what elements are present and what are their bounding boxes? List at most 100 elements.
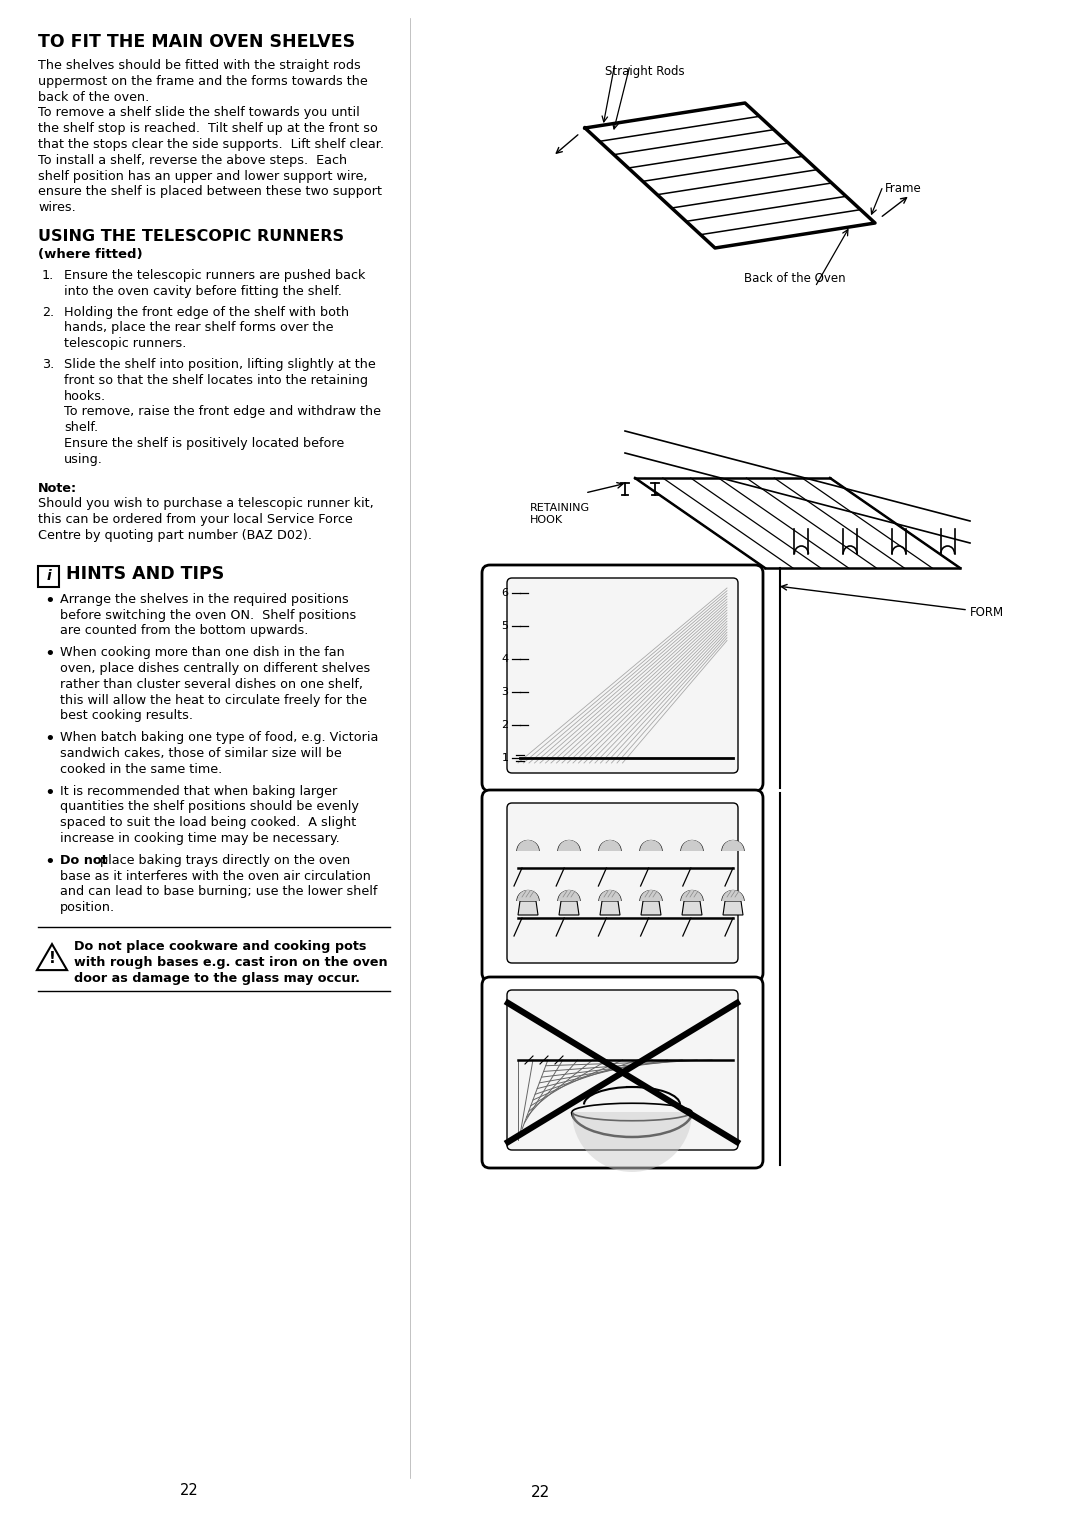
Text: shelf.: shelf. (64, 422, 98, 434)
Text: oven, place dishes centrally on different shelves: oven, place dishes centrally on differen… (60, 662, 370, 675)
Text: •: • (44, 591, 55, 610)
Wedge shape (723, 840, 744, 851)
Text: 6: 6 (501, 588, 509, 597)
Text: To remove a shelf slide the shelf towards you until: To remove a shelf slide the shelf toward… (38, 107, 360, 119)
Text: Frame: Frame (885, 182, 921, 194)
Text: •: • (44, 730, 55, 749)
Wedge shape (640, 840, 662, 851)
FancyBboxPatch shape (507, 990, 738, 1151)
Text: FORM: FORM (970, 607, 1004, 619)
Text: When batch baking one type of food, e.g. Victoria: When batch baking one type of food, e.g.… (60, 732, 378, 744)
Wedge shape (517, 889, 539, 902)
Text: this can be ordered from your local Service Force: this can be ordered from your local Serv… (38, 513, 353, 526)
Text: base as it interferes with the oven air circulation: base as it interferes with the oven air … (60, 869, 370, 883)
Text: When cooking more than one dish in the fan: When cooking more than one dish in the f… (60, 646, 345, 659)
Wedge shape (599, 889, 621, 902)
Wedge shape (640, 889, 662, 902)
Text: quantities the shelf positions should be evenly: quantities the shelf positions should be… (60, 801, 359, 813)
Text: 22: 22 (180, 1484, 199, 1497)
Text: the shelf stop is reached.  Tilt shelf up at the front so: the shelf stop is reached. Tilt shelf up… (38, 122, 378, 134)
Text: and can lead to base burning; use the lower shelf: and can lead to base burning; use the lo… (60, 885, 377, 898)
Text: wires.: wires. (38, 202, 76, 214)
Text: using.: using. (64, 452, 103, 466)
Text: Straight Rods: Straight Rods (605, 66, 685, 78)
Text: Note:: Note: (38, 481, 77, 495)
Polygon shape (600, 902, 620, 915)
Text: with rough bases e.g. cast iron on the oven: with rough bases e.g. cast iron on the o… (75, 957, 388, 969)
Text: 22: 22 (530, 1485, 550, 1500)
FancyBboxPatch shape (482, 565, 762, 792)
Text: •: • (44, 853, 55, 871)
Text: 2: 2 (501, 720, 509, 730)
Text: into the oven cavity before fitting the shelf.: into the oven cavity before fitting the … (64, 284, 342, 298)
FancyBboxPatch shape (507, 578, 738, 773)
Polygon shape (559, 902, 579, 915)
Text: !: ! (49, 950, 55, 966)
Text: uppermost on the frame and the forms towards the: uppermost on the frame and the forms tow… (38, 75, 368, 87)
Text: ensure the shelf is placed between these two support: ensure the shelf is placed between these… (38, 185, 382, 199)
Text: this will allow the heat to circulate freely for the: this will allow the heat to circulate fr… (60, 694, 367, 706)
Text: sandwich cakes, those of similar size will be: sandwich cakes, those of similar size wi… (60, 747, 341, 759)
Text: spaced to suit the load being cooked.  A slight: spaced to suit the load being cooked. A … (60, 816, 356, 830)
Text: Should you wish to purchase a telescopic runner kit,: Should you wish to purchase a telescopic… (38, 498, 374, 510)
Text: door as damage to the glass may occur.: door as damage to the glass may occur. (75, 972, 360, 984)
FancyBboxPatch shape (507, 804, 738, 963)
Text: RETAINING
HOOK: RETAINING HOOK (530, 503, 590, 524)
Text: The shelves should be fitted with the straight rods: The shelves should be fitted with the st… (38, 60, 361, 72)
Text: rather than cluster several dishes on one shelf,: rather than cluster several dishes on on… (60, 678, 363, 691)
Text: Back of the Oven: Back of the Oven (744, 272, 846, 286)
Text: Do not: Do not (60, 854, 112, 866)
Polygon shape (518, 902, 538, 915)
Text: position.: position. (60, 902, 116, 914)
Text: shelf position has an upper and lower support wire,: shelf position has an upper and lower su… (38, 170, 367, 183)
Wedge shape (572, 1112, 692, 1172)
Wedge shape (517, 840, 539, 851)
Wedge shape (599, 840, 621, 851)
Text: It is recommended that when baking larger: It is recommended that when baking large… (60, 784, 337, 798)
Text: best cooking results.: best cooking results. (60, 709, 193, 723)
Text: 2.: 2. (42, 306, 54, 319)
Wedge shape (558, 840, 580, 851)
Text: Ensure the shelf is positively located before: Ensure the shelf is positively located b… (64, 437, 345, 451)
Text: Do not place cookware and cooking pots: Do not place cookware and cooking pots (75, 940, 366, 953)
Text: Centre by quoting part number (BAZ D02).: Centre by quoting part number (BAZ D02). (38, 529, 312, 542)
Text: 1.: 1. (42, 269, 54, 283)
Text: hands, place the rear shelf forms over the: hands, place the rear shelf forms over t… (64, 321, 334, 335)
Text: Holding the front edge of the shelf with both: Holding the front edge of the shelf with… (64, 306, 349, 319)
Text: are counted from the bottom upwards.: are counted from the bottom upwards. (60, 625, 309, 637)
Text: place baking trays directly on the oven: place baking trays directly on the oven (100, 854, 350, 866)
Text: •: • (44, 645, 55, 663)
Text: USING THE TELESCOPIC RUNNERS: USING THE TELESCOPIC RUNNERS (38, 229, 345, 244)
Wedge shape (558, 889, 580, 902)
Text: Arrange the shelves in the required positions: Arrange the shelves in the required posi… (60, 593, 349, 605)
Polygon shape (681, 902, 702, 915)
Text: 3.: 3. (42, 358, 54, 371)
Text: To remove, raise the front edge and withdraw the: To remove, raise the front edge and with… (64, 405, 381, 419)
Text: 1: 1 (501, 753, 509, 762)
Text: (where fitted): (where fitted) (38, 248, 143, 261)
Text: increase in cooking time may be necessary.: increase in cooking time may be necessar… (60, 833, 340, 845)
Wedge shape (723, 889, 744, 902)
Text: To install a shelf, reverse the above steps.  Each: To install a shelf, reverse the above st… (38, 154, 347, 167)
Polygon shape (723, 902, 743, 915)
Text: back of the oven.: back of the oven. (38, 90, 149, 104)
Polygon shape (642, 902, 661, 915)
Text: 3: 3 (501, 688, 509, 697)
Text: before switching the oven ON.  Shelf positions: before switching the oven ON. Shelf posi… (60, 608, 356, 622)
Text: •: • (44, 784, 55, 802)
Text: 5: 5 (501, 620, 509, 631)
Text: Ensure the telescopic runners are pushed back: Ensure the telescopic runners are pushed… (64, 269, 365, 283)
Text: i: i (46, 570, 51, 584)
Text: that the stops clear the side supports.  Lift shelf clear.: that the stops clear the side supports. … (38, 138, 384, 151)
Text: TO FIT THE MAIN OVEN SHELVES: TO FIT THE MAIN OVEN SHELVES (38, 34, 355, 50)
Text: telescopic runners.: telescopic runners. (64, 338, 187, 350)
Text: Slide the shelf into position, lifting slightly at the: Slide the shelf into position, lifting s… (64, 358, 376, 371)
Text: front so that the shelf locates into the retaining: front so that the shelf locates into the… (64, 374, 368, 387)
Wedge shape (681, 840, 703, 851)
Wedge shape (681, 889, 703, 902)
Text: 4: 4 (501, 654, 509, 665)
FancyBboxPatch shape (38, 565, 59, 587)
FancyBboxPatch shape (482, 790, 762, 981)
Text: cooked in the same time.: cooked in the same time. (60, 762, 222, 776)
Text: HINTS AND TIPS: HINTS AND TIPS (66, 565, 225, 582)
